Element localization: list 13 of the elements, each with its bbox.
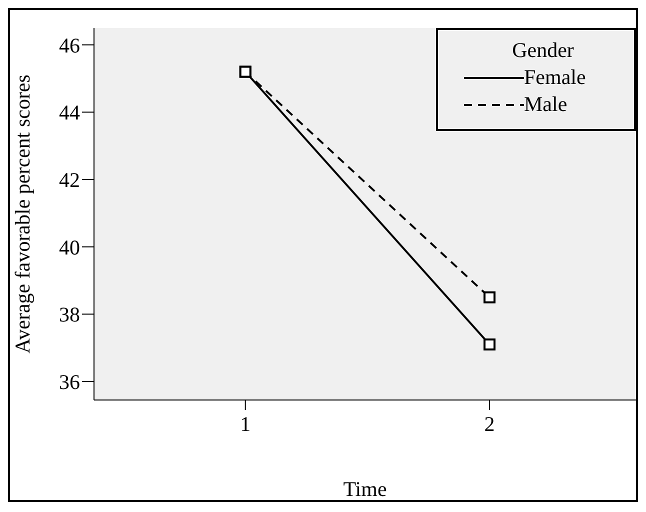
legend-label: Female	[524, 65, 586, 90]
legend-title: Gender	[511, 38, 575, 63]
y-axis-title: Average favorable percent scores	[10, 74, 34, 354]
x-tick-label: 2	[484, 412, 495, 436]
y-tick-label: 42	[59, 168, 80, 192]
y-tick-label: 40	[59, 235, 80, 260]
y-tick-label: 38	[59, 302, 80, 327]
y-tick-label: 36	[59, 370, 80, 394]
legend-label: Male	[524, 92, 568, 117]
x-tick-label: 1	[240, 412, 251, 436]
y-tick-label: 46	[59, 33, 80, 58]
y-tick-label: 44	[59, 100, 80, 125]
x-axis-title: Time	[343, 477, 387, 501]
